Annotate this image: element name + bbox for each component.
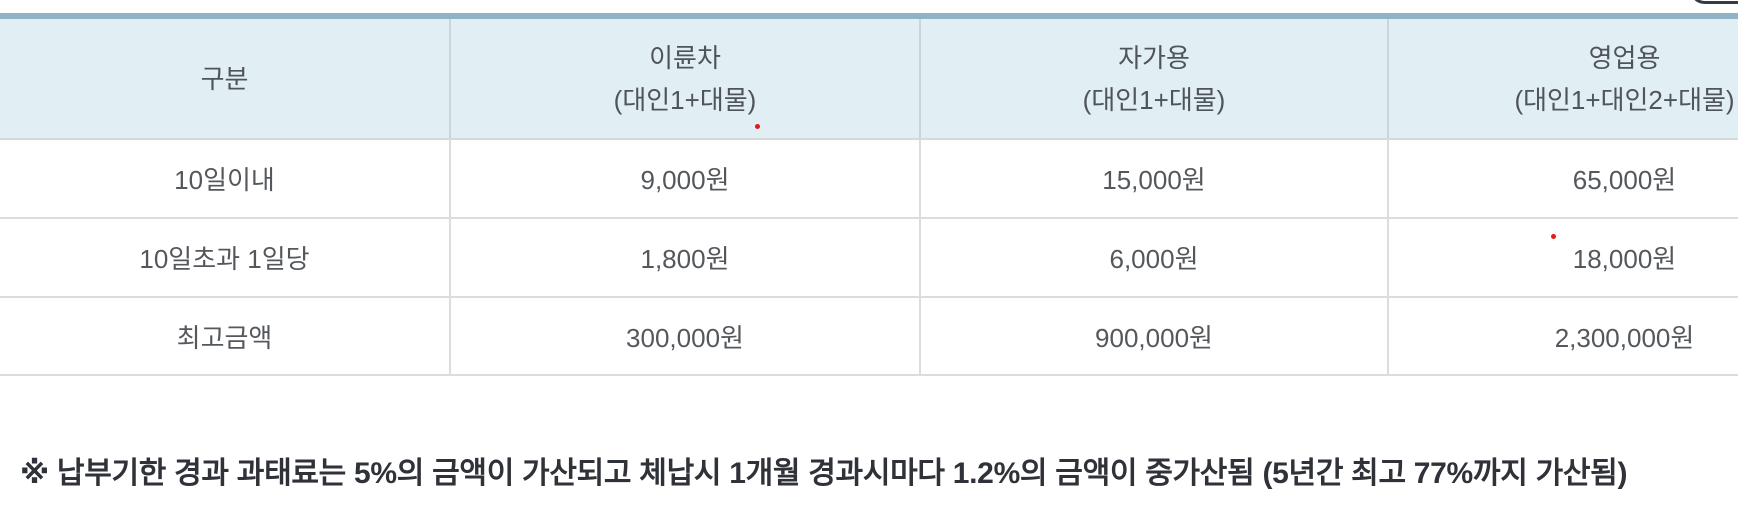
- header-cell-private-car: 자가용 (대인1+대물): [921, 19, 1389, 138]
- header-cell-commercial: 영업용 (대인1+대인2+대물): [1389, 19, 1738, 138]
- table-row: 최고금액 300,000원 900,000원 2,300,000원: [0, 298, 1738, 376]
- row-label: 최고금액: [0, 298, 451, 374]
- header-label: 이륜차: [649, 42, 721, 73]
- row-label: 10일이내: [0, 140, 451, 217]
- row-label: 10일초과 1일당: [0, 219, 451, 296]
- cell-value: 65,000원: [1572, 165, 1677, 195]
- header-sublabel: (대인1+대물): [613, 84, 757, 115]
- cell-value: 18,000원: [1572, 244, 1677, 274]
- cell-value: 9,000원: [451, 140, 921, 217]
- cell-value: 300,000원: [451, 298, 921, 374]
- red-dot-artifact: [1551, 234, 1556, 239]
- header-sublabel: (대인1+대인2+대물): [1514, 84, 1735, 115]
- header-cell-category: 구분: [0, 19, 451, 138]
- table-row: 10일초과 1일당 1,800원 6,000원 18,000원: [0, 219, 1738, 298]
- cell-value: 6,000원: [921, 219, 1389, 296]
- clipped-ui-corner: [1689, 0, 1738, 4]
- cell-value: 900,000원: [921, 298, 1389, 374]
- table-header-row: 구분 이륜차 (대인1+대물) 자가용 (대인1+대물) 영업용 (대인1+대인…: [0, 19, 1738, 140]
- penalty-fee-table: 구분 이륜차 (대인1+대물) 자가용 (대인1+대물) 영업용 (대인1+대인…: [0, 13, 1738, 376]
- header-cell-motorcycle: 이륜차 (대인1+대물): [451, 19, 921, 138]
- cell-value: 1,800원: [451, 219, 921, 296]
- header-label: 영업용: [1588, 42, 1661, 73]
- red-dot-artifact: [755, 124, 760, 129]
- header-label: 자가용: [1118, 42, 1190, 73]
- cell-value: 2,300,000원: [1554, 322, 1695, 353]
- cell-value: 15,000원: [921, 140, 1389, 217]
- header-sublabel: (대인1+대물): [1082, 84, 1226, 115]
- table-row: 10일이내 9,000원 15,000원 65,000원: [0, 140, 1738, 219]
- penalty-footnote: ※ 납부기한 경과 과태료는 5%의 금액이 가산되고 체납시 1개월 경과시마…: [20, 457, 1628, 490]
- table-top-accent-bar: [0, 13, 1738, 19]
- header-label: 구분: [200, 63, 249, 94]
